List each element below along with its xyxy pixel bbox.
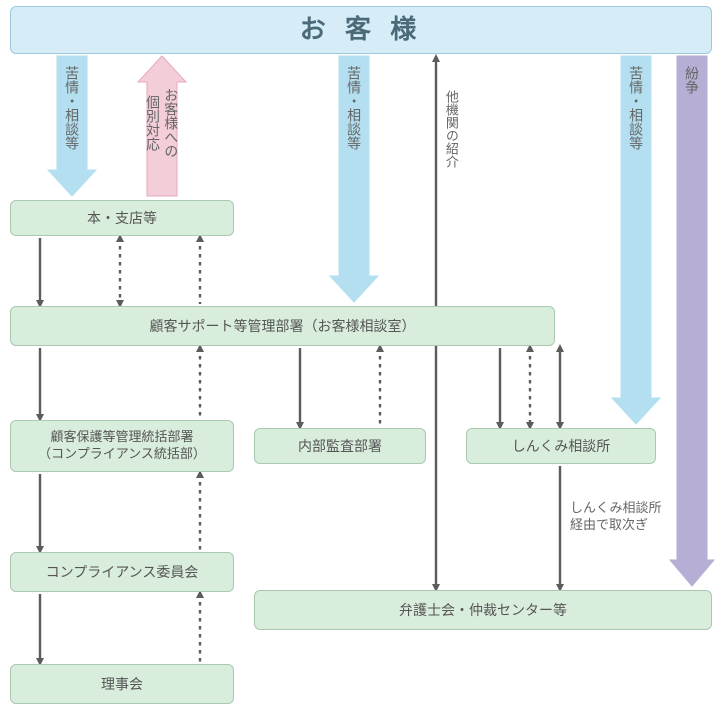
wide-arrow-wa4	[612, 56, 660, 424]
node-bengoshi: 弁護士会・仲裁センター等	[254, 590, 712, 630]
node-riji: 理事会	[10, 664, 234, 704]
wide-arrow-label-wa2: お客様への 個別対応	[147, 88, 177, 158]
header-customer: お 客 様	[10, 6, 712, 54]
node-naibu: 内部監査部署	[254, 428, 426, 464]
wide-arrow-label-wa5: 紛争	[677, 66, 707, 94]
wide-arrow-wa5	[670, 56, 714, 586]
node-compliance: 顧客保護等管理統括部署 （コンプライアンス統括部）	[10, 420, 234, 472]
wide-arrow-wa3	[330, 56, 378, 302]
thin-arrow-label-ta_cust_beng: 他機関の紹介	[442, 90, 459, 173]
wide-arrow-wa2	[138, 56, 186, 196]
node-shinkumi: しんくみ相談所	[466, 428, 656, 464]
wide-arrow-wa1	[48, 56, 96, 196]
wide-arrow-label-wa1: 苦情・相談等	[57, 66, 87, 150]
wide-arrow-label-wa3: 苦情・相談等	[339, 66, 369, 150]
wide-arrow-label-wa4: 苦情・相談等	[621, 66, 651, 150]
node-support: 顧客サポート等管理部署（お客様相談室）	[10, 306, 555, 346]
flowchart-stage: お 客 様本・支店等顧客サポート等管理部署（お客様相談室） 顧客保護等管理統括部署…	[0, 0, 721, 712]
thin-arrow-label-ta_shin_beng: しんくみ相談所 経由で取次ぎ	[570, 500, 710, 534]
node-honshiten: 本・支店等	[10, 200, 234, 236]
node-compcomm: コンプライアンス委員会	[10, 552, 234, 592]
